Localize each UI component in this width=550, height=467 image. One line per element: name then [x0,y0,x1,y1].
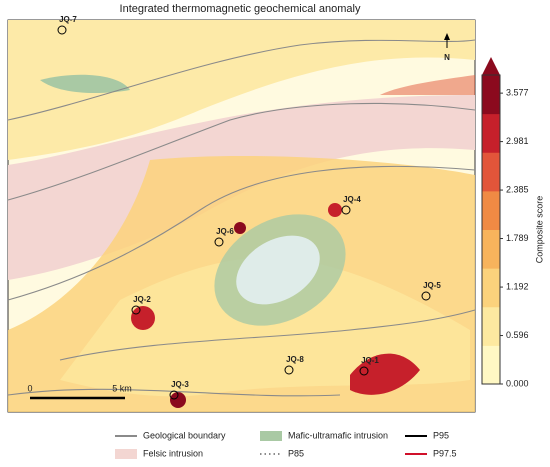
site-label: JQ-3 [171,380,189,389]
scale-label: 0 [27,383,32,393]
legend-label: Mafic-ultramafic intrusion [288,430,388,440]
site-marker [169,390,179,400]
hotspot [131,306,155,330]
site-marker [214,237,224,247]
legend-label: P85 [288,448,304,458]
north-arrow [444,33,450,40]
map-title: Integrated thermomagnetic geochemical an… [120,3,361,15]
site-label: JQ-1 [361,356,379,365]
colorbar-band [482,190,500,230]
boundary [7,39,476,121]
zone [8,20,475,160]
boundary [7,388,341,397]
site-marker [359,366,369,376]
colorbar-tick-label: 2.981 [506,136,529,146]
anomaly-zone [380,75,475,95]
colorbar-band [482,75,500,115]
colorbar-tick-label: 0.000 [506,378,529,388]
colorbar-band [482,229,500,269]
map: N 0 5 km [7,19,476,413]
boundary [59,309,476,361]
site-label: JQ-4 [343,195,361,204]
legend-swatch [115,449,137,459]
scale-label: 5 km [112,383,132,393]
hotspot [170,392,186,408]
site-marker [341,205,351,215]
site-marker [131,305,141,315]
colorbar-band [482,345,500,385]
colorbar-frame [481,74,501,385]
colorbar-tick-label: 1.192 [506,281,529,291]
legend-label: P97.5 [433,448,457,458]
colorbar-tick-label: 2.385 [506,184,529,194]
site-marker [284,365,294,375]
site-label: JQ-5 [423,281,441,290]
site-label: JQ-7 [59,15,77,24]
hotspot [328,203,342,217]
hotspot [350,353,420,395]
legend-label: Felsic intrusion [143,448,203,458]
mafic-intrusion [40,74,130,93]
north-label: N [444,53,450,62]
site-label: JQ-2 [133,295,151,304]
site-label: JQ-8 [286,355,304,364]
colorbar-band [482,268,500,308]
colorbar-band [482,152,500,192]
site-marker [57,25,67,35]
colorbar-tick-label: 3.577 [506,88,529,98]
colorbar-label: Composite score [534,196,544,264]
colorbar-band [482,306,500,346]
legend-label: P95 [433,430,449,440]
colorbar-band [482,113,500,153]
site-marker [421,291,431,301]
colorbar-tick-label: 0.596 [506,330,529,340]
legend-swatch [260,431,282,441]
boundary [7,102,476,201]
colorbar-extend [482,57,500,75]
colorbar-tick-label: 1.789 [506,233,529,243]
legend-label: Geological boundary [143,430,226,440]
site-label: JQ-6 [216,227,234,236]
hotspot [234,222,246,234]
boundary [7,165,476,301]
mafic-core [236,235,320,305]
